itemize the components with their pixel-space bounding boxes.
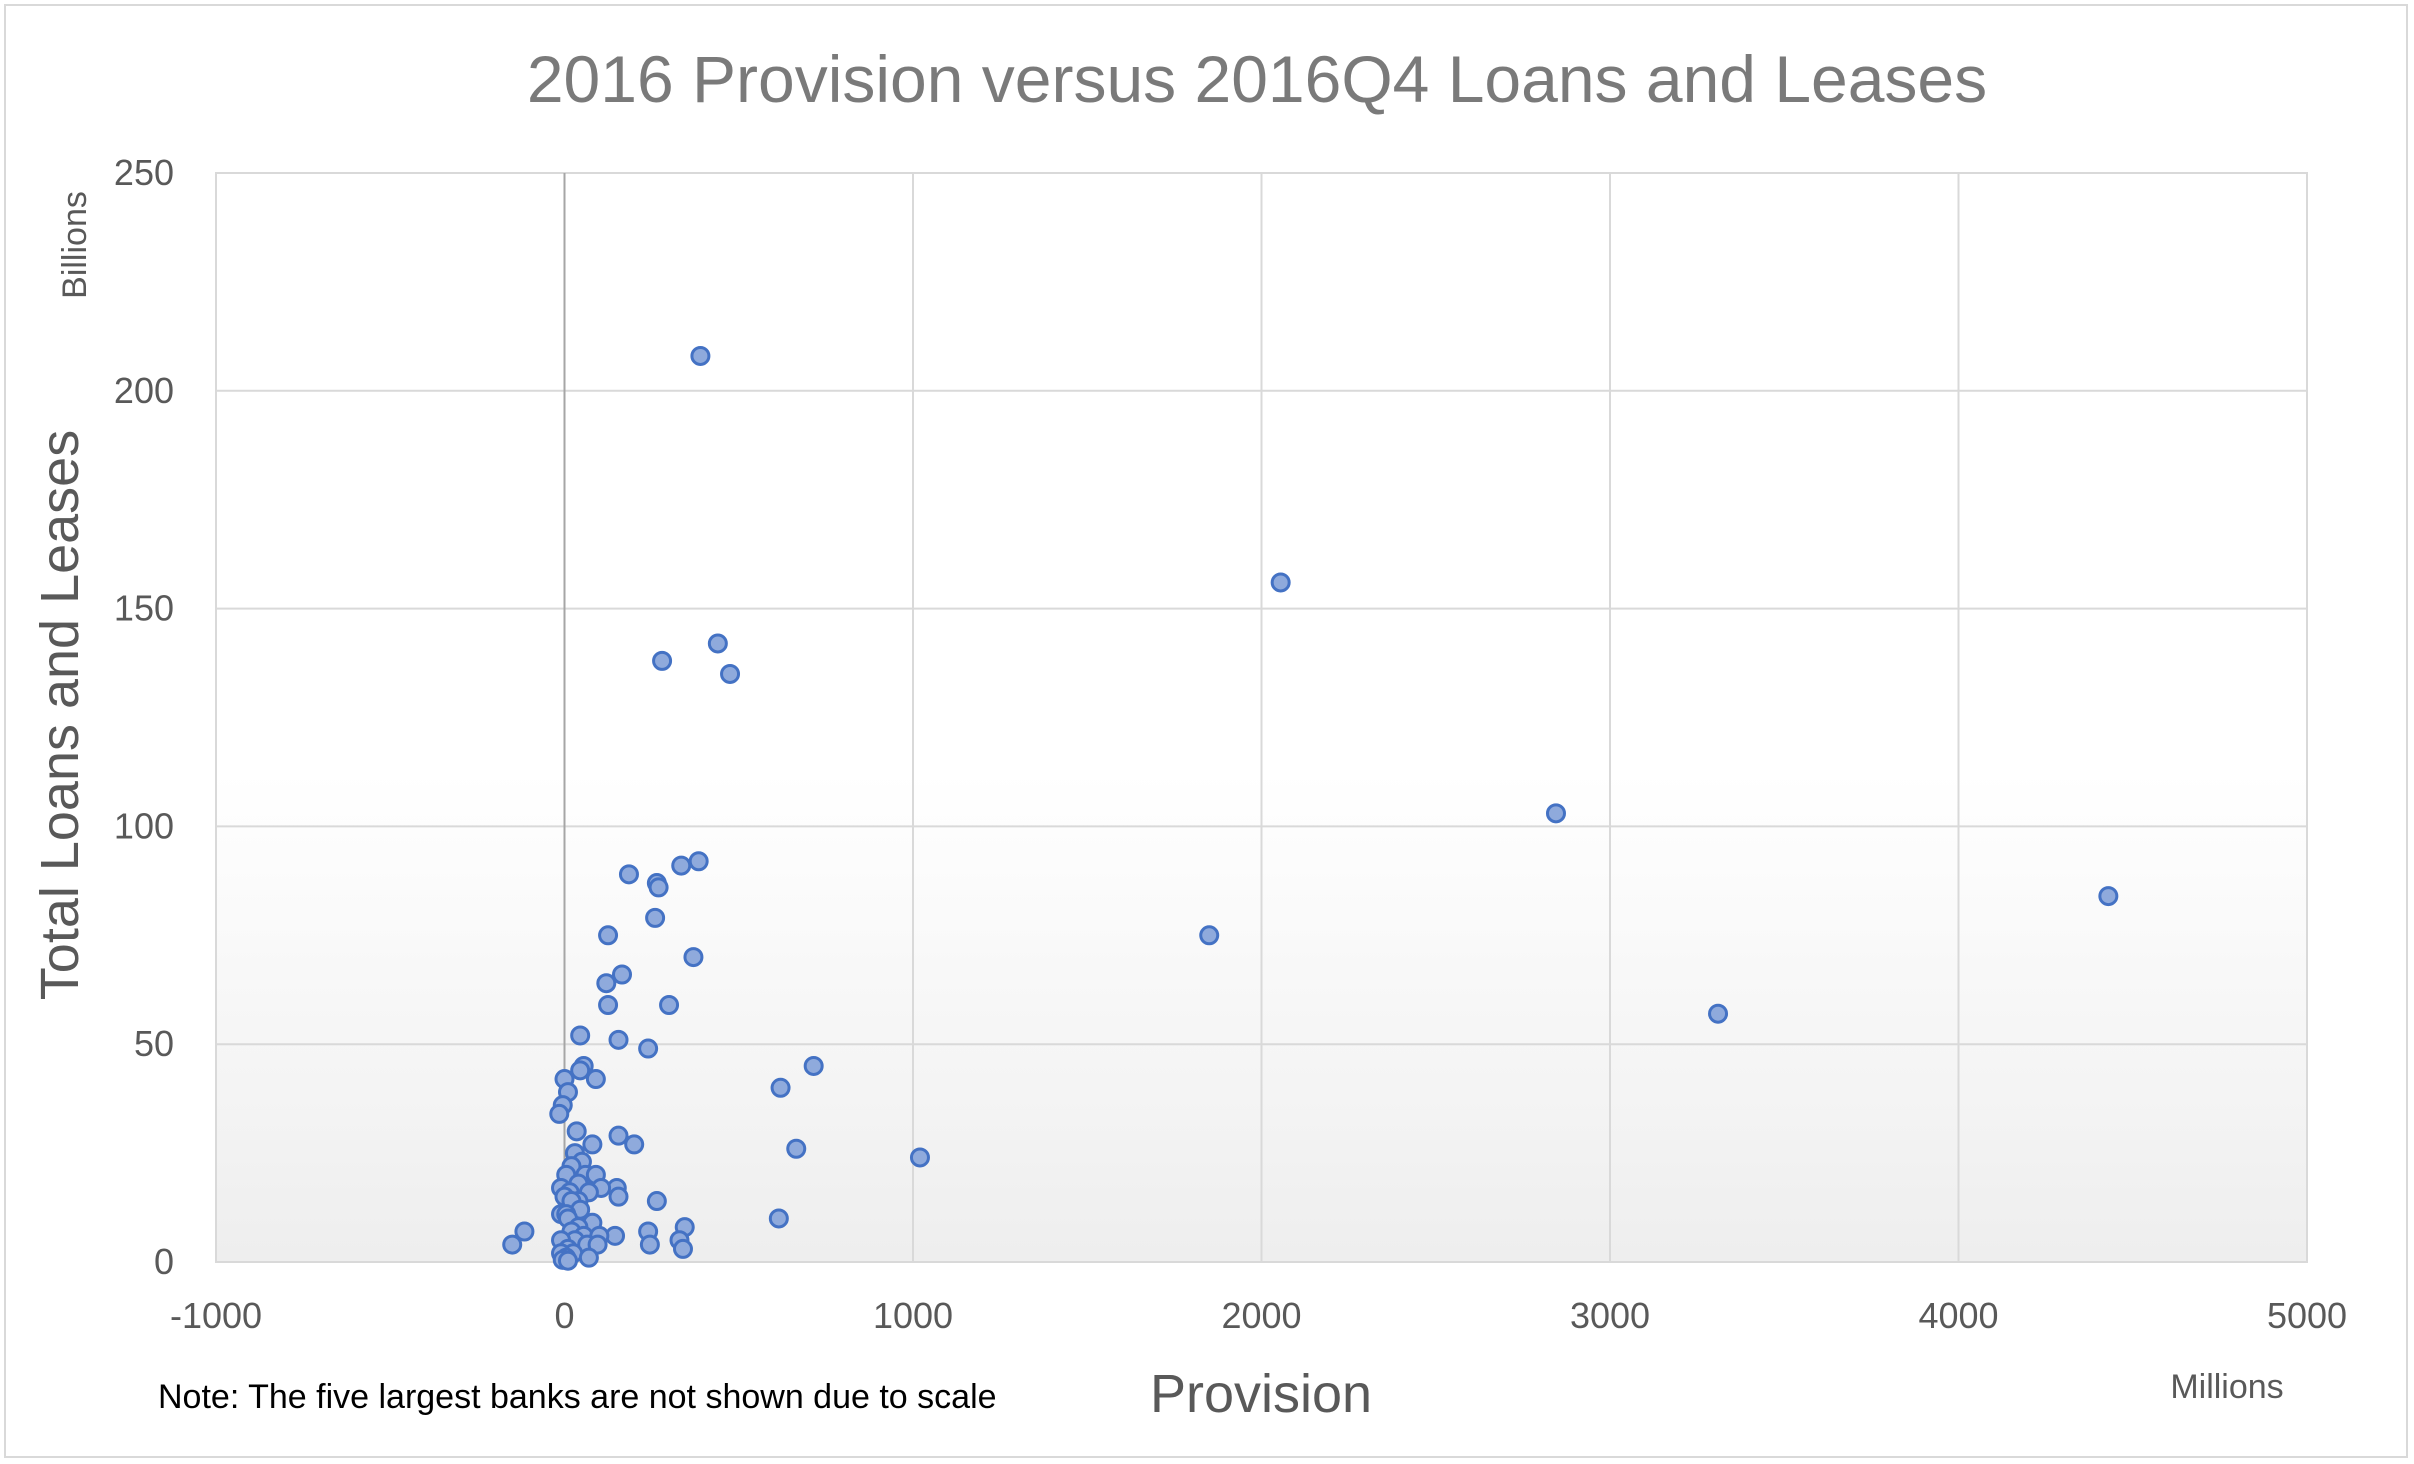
data-point (618, 864, 639, 885)
data-point (2098, 886, 2119, 907)
data-point (645, 907, 666, 928)
data-point (688, 851, 709, 872)
chart-title: 2016 Provision versus 2016Q4 Loans and L… (527, 42, 1987, 116)
data-point (557, 1250, 578, 1271)
x-tick-label: 1000 (873, 1295, 953, 1336)
data-point (598, 994, 619, 1015)
data-point (770, 1077, 791, 1098)
data-point (648, 877, 669, 898)
x-axis-unit-label: Millions (2170, 1368, 2283, 1406)
x-tick-label: 0 (554, 1295, 574, 1336)
data-point (566, 1121, 587, 1142)
x-tick-label: 2000 (1221, 1295, 1301, 1336)
data-point (659, 994, 680, 1015)
data-point (585, 1069, 606, 1090)
data-point (768, 1208, 789, 1229)
data-point (638, 1038, 659, 1059)
y-axis-title: Total Loans and Leases (30, 430, 90, 1000)
data-point (720, 663, 741, 684)
data-point (608, 1125, 629, 1146)
data-point (582, 1134, 603, 1155)
data-point (690, 345, 711, 366)
data-point (570, 1025, 591, 1046)
data-point (612, 964, 633, 985)
data-point (624, 1134, 645, 1155)
data-point (578, 1247, 599, 1268)
data-point (1270, 572, 1291, 593)
data-point (683, 947, 704, 968)
data-point (570, 1060, 591, 1081)
data-point (608, 1186, 629, 1207)
x-tick-label: 3000 (1570, 1295, 1650, 1336)
data-point (707, 633, 728, 654)
data-point (502, 1234, 523, 1255)
data-point (646, 1191, 667, 1212)
y-axis-unit-label: Billions (56, 191, 94, 299)
x-axis-title: Provision (1150, 1364, 1372, 1424)
x-tick-label: 4000 (1918, 1295, 1998, 1336)
tick-labels: 0 50 100 150 200 250 -1000 0 1000 2000 3000 4000 500… (114, 152, 2347, 1336)
chart-note: Note: The five largest banks are not sho… (158, 1378, 997, 1416)
data-points (502, 345, 2119, 1271)
data-point (514, 1221, 535, 1242)
y-tick-label: 0 (154, 1241, 174, 1282)
data-point (1545, 803, 1566, 824)
data-point (639, 1234, 660, 1255)
x-tick-label: -1000 (170, 1295, 262, 1336)
y-tick-label: 150 (114, 588, 174, 629)
data-point (549, 1103, 570, 1124)
x-tick-label: 5000 (2267, 1295, 2347, 1336)
data-point (596, 973, 617, 994)
data-point (608, 1029, 629, 1050)
y-tick-label: 100 (114, 805, 174, 846)
data-point (1199, 925, 1220, 946)
data-point (671, 855, 692, 876)
data-point (672, 1238, 693, 1259)
data-point (1708, 1003, 1729, 1024)
data-point (786, 1138, 807, 1159)
y-tick-label: 250 (114, 152, 174, 193)
data-point (909, 1147, 930, 1168)
y-tick-label: 200 (114, 370, 174, 411)
y-tick-label: 50 (134, 1023, 174, 1064)
data-point (803, 1055, 824, 1076)
data-point (652, 650, 673, 671)
data-point (598, 925, 619, 946)
